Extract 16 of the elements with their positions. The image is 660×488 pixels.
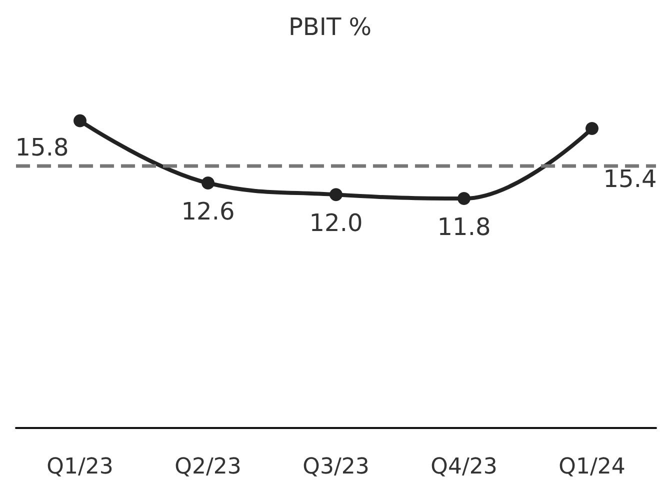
chart-title: PBIT % bbox=[288, 13, 372, 41]
point bbox=[458, 192, 470, 206]
data-label: 15.8 bbox=[15, 133, 69, 162]
x-tick-label: Q4/23 bbox=[430, 454, 498, 480]
point bbox=[330, 188, 342, 202]
point bbox=[202, 176, 214, 190]
point bbox=[586, 122, 598, 136]
x-tick-label: Q3/23 bbox=[302, 454, 370, 480]
point bbox=[74, 114, 86, 128]
data-label: 11.8 bbox=[437, 213, 491, 242]
data-label: 12.0 bbox=[309, 209, 363, 238]
x-tick-label: Q2/23 bbox=[174, 454, 242, 480]
x-tick-label: Q1/24 bbox=[558, 454, 626, 480]
data-label: 15.4 bbox=[603, 165, 657, 194]
x-tick-label: Q1/23 bbox=[46, 454, 114, 480]
data-label: 12.6 bbox=[181, 198, 235, 226]
